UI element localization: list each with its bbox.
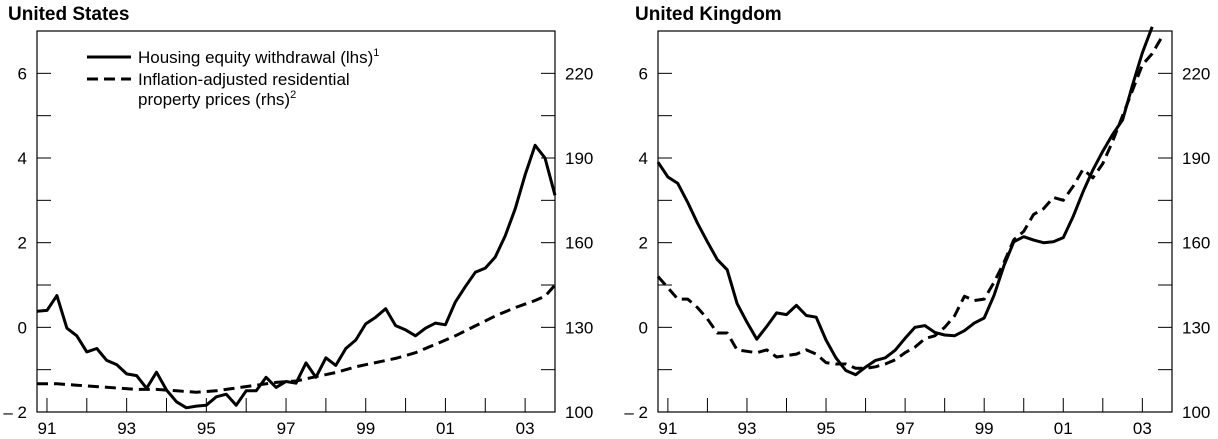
series-line-equity-withdrawal [36,143,557,410]
chart-svg-uk: – 2 0 2 4 6 100 130 160 190 220 91 93 95 97 99 01 03 [624,26,1210,438]
y-left-tick-label: 2 [639,234,648,253]
x-tick-label: 93 [738,419,757,438]
y-right-tick-label: 100 [565,403,593,422]
y-left-tick-label: – 2 [3,403,27,422]
y-left-tick-label: 0 [639,318,648,337]
legend-label: Inflation-adjusted residential [138,70,350,89]
x-tick-label: 03 [1133,419,1152,438]
legend-label-line2: property prices (rhs)2 [138,89,296,109]
x-tick-label: 99 [356,419,375,438]
chart-title: United Kingdom [635,4,782,25]
y-right-tick-label: 190 [565,149,593,168]
legend-footnote-sup: 2 [290,89,296,101]
y-right-tick-label: 220 [565,64,593,83]
x-tick-label: 95 [197,419,216,438]
y-left-tick-label: 6 [639,64,648,83]
chart-panel-us: United States – 2 0 2 4 6 100 130 160 190 220 91 93… [3,4,593,438]
y-right-tick-label: 160 [1182,234,1210,253]
y-left-tick-label: 2 [18,234,27,253]
series-line-equity-withdrawal [656,26,1154,377]
y-right-tick-label: 220 [1182,64,1210,83]
y-right-tick-label: 100 [1182,403,1210,422]
x-tick-label: 97 [896,419,915,438]
chart-title: United States [8,4,130,25]
y-left-tick-label: 0 [18,318,27,337]
x-tick-label: 01 [1054,419,1073,438]
x-tick-label: 03 [516,419,535,438]
chart-svg-us: – 2 0 2 4 6 100 130 160 190 220 91 93 95 97 99 01 03 Hous… [3,30,593,438]
plot-frame [657,30,1173,413]
legend-footnote-sup: 1 [373,47,379,59]
legend-label: Housing equity withdrawal (lhs)1 [138,47,379,67]
plot-area: – 2 0 2 4 6 100 130 160 190 220 91 93 95 97 99 01 03 [624,26,1210,438]
x-tick-label: 95 [817,419,836,438]
y-right-tick-label: 160 [565,234,593,253]
plot-frame [36,30,556,413]
y-right-tick-label: 190 [1182,149,1210,168]
x-tick-label: 99 [975,419,994,438]
x-tick-label: 01 [436,419,455,438]
chart-panel-uk: United Kingdom – 2 0 2 4 6 100 130 160 190 220 91 9… [609,0,1218,439]
y-left-tick-label: 6 [18,64,27,83]
y-left-tick-label: 4 [18,149,27,168]
x-tick-label: 91 [38,419,57,438]
y-left-tick-label: 4 [639,149,648,168]
x-tick-label: 91 [658,419,677,438]
x-tick-label: 97 [277,419,296,438]
series-line-property-prices [37,284,557,394]
y-right-tick-label: 130 [1182,318,1210,337]
series-line-property-prices [656,35,1164,370]
plot-area: – 2 0 2 4 6 100 130 160 190 220 91 93 95 97 99 01 03 [3,30,593,438]
x-tick-label: 93 [117,419,136,438]
legend: Housing equity withdrawal (lhs)1 Inflatio… [87,47,379,109]
y-left-tick-label: – 2 [624,403,648,422]
y-right-tick-label: 130 [565,318,593,337]
